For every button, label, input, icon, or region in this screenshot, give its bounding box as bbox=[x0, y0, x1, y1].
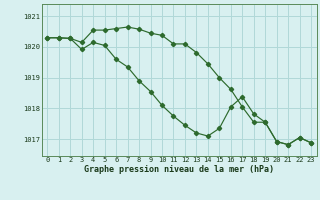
X-axis label: Graphe pression niveau de la mer (hPa): Graphe pression niveau de la mer (hPa) bbox=[84, 165, 274, 174]
